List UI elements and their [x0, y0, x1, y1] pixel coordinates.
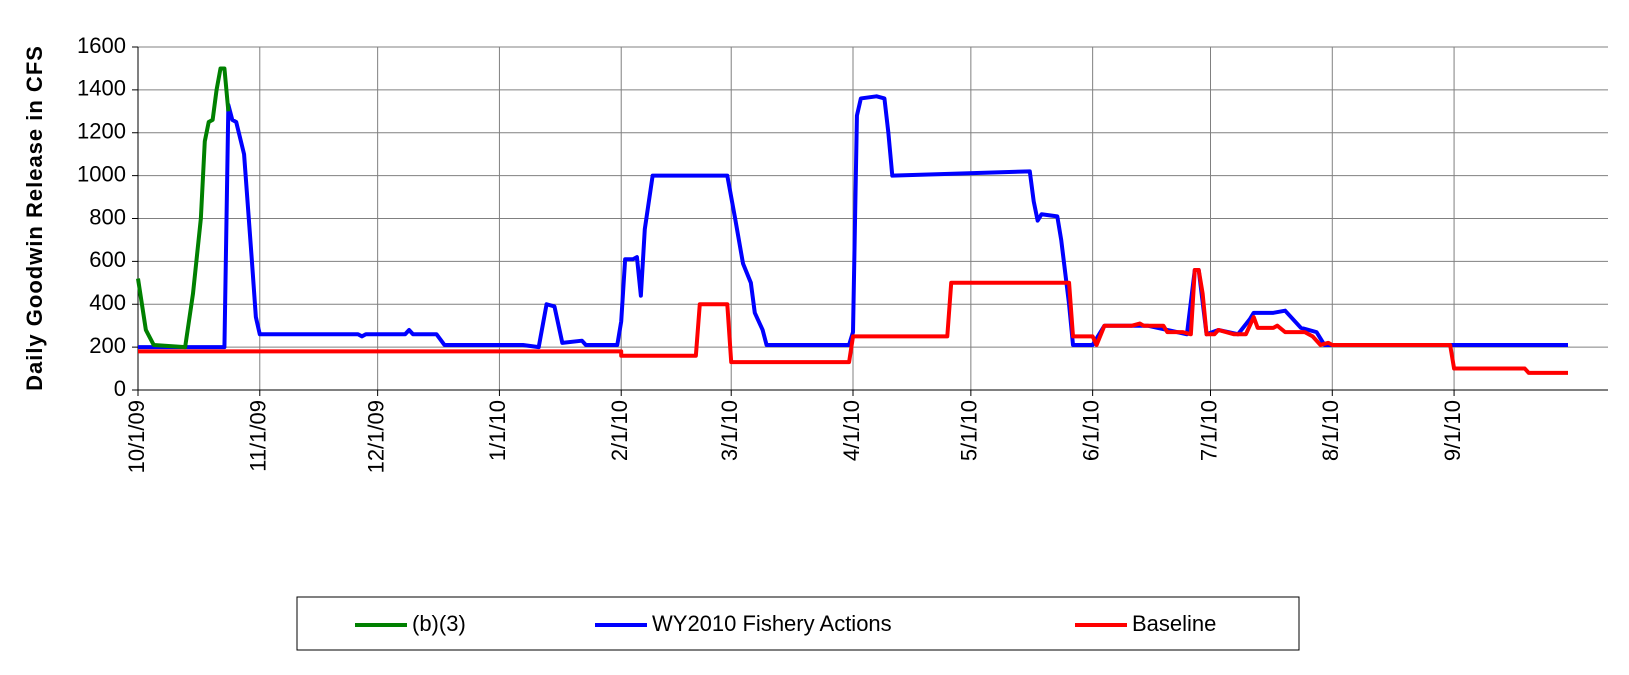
x-tick-label: 4/1/10	[839, 400, 864, 461]
y-tick-label: 1600	[77, 33, 126, 58]
y-tick-label: 200	[89, 333, 126, 358]
legend-box	[296, 596, 1300, 651]
legend-label: WY2010 Fishery Actions	[652, 611, 892, 636]
x-tick-label: 7/1/10	[1196, 400, 1221, 461]
y-axis-title: Daily Goodwin Release in CFS	[22, 45, 47, 391]
series-line	[138, 267, 1568, 375]
x-tick-label: 9/1/10	[1440, 400, 1465, 461]
y-tick-label: 800	[89, 204, 126, 229]
x-tick-label: 1/1/10	[485, 400, 510, 461]
x-tick-label: 5/1/10	[957, 400, 982, 461]
legend-label: Baseline	[1132, 611, 1216, 636]
y-tick-label: 0	[114, 376, 126, 401]
x-tick-label: 3/1/10	[717, 400, 742, 461]
y-tick-label: 600	[89, 247, 126, 272]
x-tick-label: 6/1/10	[1078, 400, 1103, 461]
x-tick-label: 10/1/09	[124, 400, 149, 473]
legend-label: (b)(3)	[412, 611, 466, 636]
x-tick-label: 11/1/09	[246, 400, 271, 472]
series-line	[136, 66, 231, 350]
y-tick-label: 1400	[77, 76, 126, 101]
y-tick-label: 1000	[77, 161, 126, 186]
y-tick-label: 1200	[77, 119, 126, 144]
x-tick-label: 2/1/10	[607, 400, 632, 461]
x-tick-label: 12/1/09	[363, 400, 388, 473]
x-tick-label: 8/1/10	[1318, 400, 1343, 461]
y-tick-label: 400	[89, 290, 126, 315]
